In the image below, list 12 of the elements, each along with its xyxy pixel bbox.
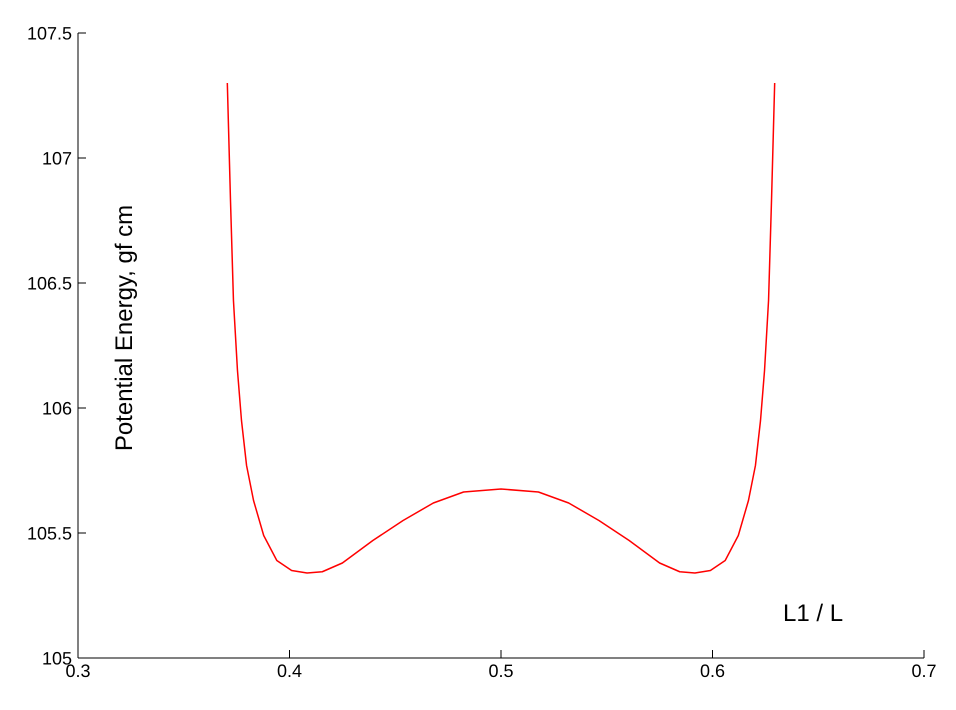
line-series xyxy=(226,82,776,574)
x-tick-label: 0.7 xyxy=(911,660,937,681)
x-tick-label: 0.6 xyxy=(700,660,726,681)
x-axis-title: L1 / L xyxy=(783,600,844,628)
y-tick-label: 107.5 xyxy=(26,23,72,44)
y-axis-title: Potential Energy, gf cm xyxy=(111,204,139,452)
y-tick-label: 105.5 xyxy=(26,523,72,544)
y-tick-label: 107 xyxy=(42,148,72,168)
x-tick-label: 0.4 xyxy=(276,660,302,681)
x-tick-label: 0.5 xyxy=(488,660,514,681)
y-tick-label: 106 xyxy=(42,398,72,418)
y-tick-label: 106.5 xyxy=(26,273,72,294)
